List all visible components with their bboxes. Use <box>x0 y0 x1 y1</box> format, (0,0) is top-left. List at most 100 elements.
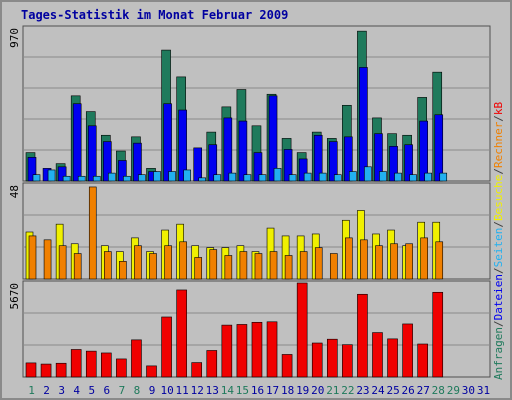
bar-dateien-day-4 <box>72 103 82 182</box>
bar-rechner-day-2 <box>43 239 52 280</box>
bar-rechner-day-27 <box>420 237 428 280</box>
bar-kb-day-20 <box>311 342 323 378</box>
bar-kb-day-27 <box>417 343 428 378</box>
bar-kb-day-7 <box>116 358 127 378</box>
day-label: 29 <box>447 384 460 397</box>
day-label: 4 <box>73 384 80 397</box>
bar-dateien-day-26 <box>404 144 413 182</box>
bar-dateien-day-20 <box>313 134 323 182</box>
day-label: 31 <box>477 384 490 397</box>
legend-item: Dateien <box>492 274 505 320</box>
legend-item: / <box>492 168 505 175</box>
day-label: 2 <box>43 384 50 397</box>
bar-rechner-day-5 <box>88 186 97 280</box>
bar-dateien-day-10 <box>163 103 172 182</box>
bar-kb-day-28 <box>432 291 444 378</box>
bar-kb-day-3 <box>55 362 67 378</box>
day-label: 5 <box>88 384 95 397</box>
bar-rechner-day-7 <box>119 261 127 280</box>
bar-rechner-day-17 <box>269 251 278 280</box>
day-label: 12 <box>191 384 204 397</box>
panel-top-max-label: 970 <box>8 28 21 48</box>
bar-seiten-day-15 <box>243 174 252 182</box>
day-label: 18 <box>281 384 294 397</box>
bar-rechner-day-15 <box>239 251 248 280</box>
bar-kb-day-10 <box>161 316 172 378</box>
day-label: 7 <box>119 384 126 397</box>
bar-seiten-day-23 <box>364 166 372 182</box>
bar-seiten-day-27 <box>424 172 432 182</box>
bar-rechner-day-24 <box>375 245 383 280</box>
day-label: 9 <box>149 384 156 397</box>
legend-item: Rechner <box>492 121 505 168</box>
bar-dateien-day-25 <box>389 145 398 182</box>
bar-kb-day-15 <box>236 324 248 378</box>
day-label: 14 <box>221 384 235 397</box>
bar-seiten-day-12 <box>198 177 207 182</box>
bar-kb-day-12 <box>191 362 203 378</box>
bar-dateien-day-19 <box>298 158 308 182</box>
day-label: 10 <box>160 384 173 397</box>
bar-dateien-day-6 <box>103 141 112 182</box>
bar-kb-day-16 <box>251 321 263 378</box>
bar-seiten-day-10 <box>168 171 176 182</box>
bar-rechner-day-25 <box>390 243 398 280</box>
bar-kb-day-21 <box>326 338 338 378</box>
bar-seiten-day-4 <box>77 175 86 182</box>
legend-item: / <box>492 267 505 274</box>
bar-kb-day-4 <box>70 349 82 378</box>
day-label: 3 <box>58 384 65 397</box>
day-label: 21 <box>326 384 339 397</box>
bar-seiten-day-19 <box>303 172 312 182</box>
bar-rechner-day-6 <box>104 251 112 280</box>
day-label: 16 <box>251 384 264 397</box>
bar-kb-day-26 <box>402 323 413 378</box>
legend-item: / <box>492 221 505 228</box>
bar-dateien-day-11 <box>178 109 187 182</box>
day-label: 24 <box>371 384 385 397</box>
day-label: 23 <box>356 384 369 397</box>
bar-rechner-day-3 <box>58 245 67 280</box>
legend-item: kB <box>492 101 505 115</box>
bar-rechner-day-14 <box>224 255 233 280</box>
bar-rechner-day-26 <box>405 243 413 280</box>
bar-dateien-day-21 <box>328 141 338 182</box>
bar-dateien-day-13 <box>208 144 218 182</box>
bar-seiten-day-14 <box>228 172 237 182</box>
bar-kb-day-1 <box>25 362 37 378</box>
bar-seiten-day-3 <box>62 175 71 182</box>
bar-rechner-day-4 <box>73 253 82 280</box>
bar-seiten-day-21 <box>333 174 342 182</box>
bar-seiten-day-2 <box>47 169 56 182</box>
bar-seiten-day-28 <box>439 172 448 182</box>
bar-kb-day-2 <box>40 363 52 378</box>
day-label: 28 <box>432 384 445 397</box>
bar-dateien-day-23 <box>359 67 368 182</box>
bar-seiten-day-11 <box>183 169 191 182</box>
bar-dateien-day-16 <box>253 152 263 182</box>
day-label: 27 <box>417 384 430 397</box>
bar-rechner-day-22 <box>345 237 353 280</box>
bar-rechner-day-20 <box>314 247 323 280</box>
bar-dateien-day-12 <box>193 147 203 182</box>
bar-kb-day-22 <box>342 344 353 378</box>
bar-kb-day-11 <box>176 289 187 378</box>
bar-kb-day-8 <box>131 339 142 378</box>
bar-seiten-day-8 <box>138 174 146 182</box>
day-label: 8 <box>134 384 141 397</box>
bar-dateien-day-3 <box>57 166 67 182</box>
bar-rechner-day-21 <box>329 253 338 280</box>
day-label: 22 <box>341 384 354 397</box>
bar-dateien-day-22 <box>344 136 353 182</box>
bar-rechner-day-23 <box>360 239 368 280</box>
bar-seiten-day-18 <box>288 174 297 182</box>
bar-rechner-day-9 <box>149 253 157 280</box>
bar-kb-day-18 <box>281 354 293 378</box>
bar-seiten-day-26 <box>409 174 417 182</box>
bar-dateien-day-15 <box>238 120 248 182</box>
bar-kb-day-24 <box>372 332 383 378</box>
bar-rechner-day-18 <box>284 255 293 280</box>
bar-rechner-day-16 <box>254 253 263 280</box>
bar-rechner-day-28 <box>435 241 444 280</box>
